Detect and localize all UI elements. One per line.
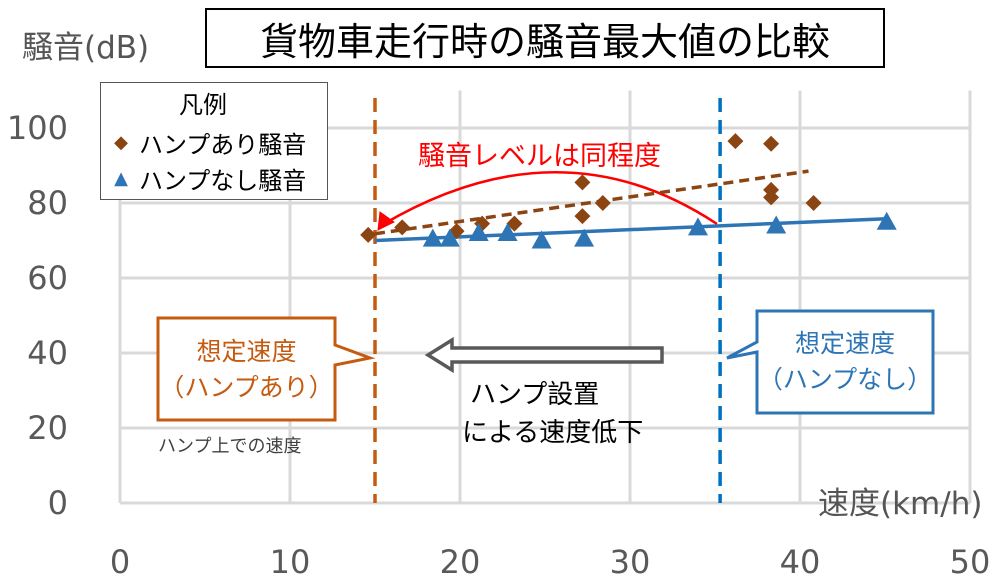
y-tick-label: 80 bbox=[27, 184, 68, 222]
callout-without-hump-line2: （ハンプなし） bbox=[757, 365, 933, 394]
diamond-point bbox=[805, 195, 822, 211]
x-tick-label: 40 bbox=[780, 543, 821, 580]
legend-title: 凡例 bbox=[179, 91, 227, 119]
callout-with-hump: 想定速度 （ハンプあり） bbox=[158, 334, 335, 406]
x-tick-label: 10 bbox=[270, 543, 311, 580]
speed-on-hump-note: ハンプ上での速度 bbox=[158, 436, 302, 457]
triangle-point bbox=[422, 228, 443, 247]
noise-level-annotation: 騒音レベルは同程度 bbox=[418, 141, 661, 172]
diamond-point bbox=[506, 215, 523, 232]
diamond-point bbox=[574, 174, 591, 191]
x-axis-label: 速度(km/h) bbox=[818, 486, 983, 522]
x-tick-label: 30 bbox=[610, 543, 651, 580]
legend: 凡例 ◆ ハンプあり騒音 ▲ ハンプなし騒音 bbox=[100, 82, 328, 200]
legend-item-without-hump: ▲ ハンプなし騒音 bbox=[111, 161, 306, 196]
diamond-point bbox=[594, 195, 611, 211]
legend-label-with-hump: ハンプあり騒音 bbox=[139, 131, 307, 159]
y-tick-label: 60 bbox=[27, 259, 68, 297]
diamond-point bbox=[574, 208, 591, 225]
callout-box-with-hump bbox=[156, 316, 376, 422]
y-tick-label: 20 bbox=[27, 409, 68, 447]
legend-item-with-hump: ◆ ハンプあり騒音 bbox=[111, 125, 306, 160]
diamond-point bbox=[763, 135, 780, 152]
trendline-with-hump bbox=[374, 169, 809, 236]
triangle-point bbox=[574, 228, 595, 247]
legend-label-without-hump: ハンプなし騒音 bbox=[139, 167, 307, 195]
triangle-point bbox=[766, 215, 787, 234]
callout-with-hump-line2: （ハンプあり） bbox=[159, 373, 334, 402]
triangle-marker-icon: ▲ bbox=[114, 168, 128, 189]
diamond-point bbox=[394, 219, 411, 236]
x-tick-label: 50 bbox=[950, 543, 991, 580]
annotation-shapes bbox=[156, 98, 935, 503]
callout-box-without-hump bbox=[726, 309, 935, 415]
tick-labels: 0 20 40 60 80 100 0 10 20 30 40 50 bbox=[7, 109, 990, 580]
left-arrow-icon bbox=[424, 336, 664, 374]
diamond-point bbox=[727, 133, 744, 150]
callout-without-hump: 想定速度 （ハンプなし） bbox=[757, 326, 933, 398]
diamond-marker-icon: ◆ bbox=[114, 132, 128, 153]
callout-without-hump-line1: 想定速度 bbox=[794, 329, 895, 358]
trendline-without-hump bbox=[374, 217, 887, 243]
x-tick-label: 0 bbox=[110, 543, 130, 580]
triangle-point bbox=[531, 230, 552, 249]
diamond-point bbox=[763, 189, 780, 206]
red-arrowhead-icon bbox=[377, 211, 395, 231]
triangle-point bbox=[439, 228, 460, 247]
hump-effect-note: ハンプ設置 による速度低下 bbox=[462, 376, 643, 452]
callout-with-hump-line1: 想定速度 bbox=[196, 337, 297, 366]
triangle-point bbox=[468, 223, 489, 241]
y-tick-label: 100 bbox=[7, 109, 68, 147]
y-tick-label: 40 bbox=[27, 334, 68, 372]
y-tick-label: 0 bbox=[48, 484, 68, 522]
triangle-point bbox=[497, 223, 518, 241]
x-tick-label: 20 bbox=[440, 543, 481, 580]
hump-effect-line2: による速度低下 bbox=[462, 418, 644, 448]
chart-title: 貨物車走行時の騒音最大値の比較 bbox=[205, 8, 885, 68]
triangle-point bbox=[688, 217, 708, 236]
hump-effect-line1: ハンプ設置 bbox=[470, 380, 600, 410]
red-curved-arrow bbox=[381, 171, 718, 227]
y-axis-label: 騒音(dB) bbox=[22, 30, 150, 66]
triangle-point bbox=[876, 211, 897, 230]
trendlines bbox=[374, 169, 887, 243]
data-points bbox=[360, 133, 897, 249]
diamond-point bbox=[360, 226, 377, 243]
